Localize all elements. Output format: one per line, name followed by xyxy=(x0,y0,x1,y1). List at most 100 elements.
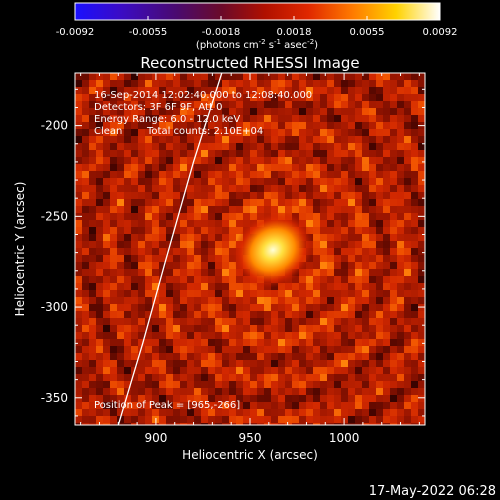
heatmap-cell xyxy=(362,87,369,94)
heatmap-cell xyxy=(166,297,173,304)
heatmap-cell xyxy=(348,290,355,297)
heatmap-cell xyxy=(334,227,341,234)
heatmap-cell xyxy=(152,157,159,164)
heatmap-cell xyxy=(187,353,194,360)
heatmap-cell xyxy=(110,269,117,276)
heatmap-cell xyxy=(131,325,138,332)
heatmap-cell xyxy=(299,192,306,199)
heatmap-cell xyxy=(138,178,145,185)
heatmap-cell xyxy=(327,318,334,325)
heatmap-cell xyxy=(278,115,285,122)
heatmap-cell xyxy=(411,402,418,409)
heatmap-cell xyxy=(306,129,313,136)
heatmap-cell xyxy=(201,73,208,80)
heatmap-cell xyxy=(124,150,131,157)
heatmap-cell xyxy=(334,409,341,416)
heatmap-cell xyxy=(187,388,194,395)
heatmap-cell xyxy=(306,136,313,143)
heatmap-cell xyxy=(285,381,292,388)
heatmap-cell xyxy=(166,94,173,101)
heatmap-cell xyxy=(383,136,390,143)
heatmap-cell xyxy=(215,318,222,325)
heatmap-cell xyxy=(404,325,411,332)
heatmap-cell xyxy=(222,283,229,290)
heatmap-cell xyxy=(187,115,194,122)
heatmap-cell xyxy=(82,73,89,80)
heatmap-cell xyxy=(355,80,362,87)
heatmap-cell xyxy=(110,192,117,199)
heatmap-cell xyxy=(159,374,166,381)
heatmap-cell xyxy=(117,339,124,346)
heatmap-cell xyxy=(75,339,82,346)
heatmap-cell xyxy=(152,325,159,332)
heatmap-cell xyxy=(299,402,306,409)
heatmap-cell xyxy=(306,115,313,122)
heatmap-cell xyxy=(271,192,278,199)
heatmap-cell xyxy=(306,367,313,374)
heatmap-cell xyxy=(271,353,278,360)
heatmap-cell xyxy=(376,381,383,388)
heatmap-cell xyxy=(334,262,341,269)
heatmap-cell xyxy=(243,367,250,374)
heatmap-cell xyxy=(89,164,96,171)
heatmap-cell xyxy=(299,150,306,157)
heatmap-cell xyxy=(243,73,250,80)
heatmap-cell xyxy=(313,73,320,80)
heatmap-cell xyxy=(313,150,320,157)
heatmap-cell xyxy=(222,122,229,129)
heatmap-cell xyxy=(313,164,320,171)
heatmap-cell xyxy=(411,325,418,332)
heatmap-cell xyxy=(278,416,285,423)
heatmap-cell xyxy=(299,353,306,360)
heatmap-cell xyxy=(152,192,159,199)
heatmap-cell xyxy=(138,325,145,332)
heatmap-cell xyxy=(278,360,285,367)
heatmap-cell xyxy=(250,164,257,171)
heatmap-cell xyxy=(159,367,166,374)
heatmap-cell xyxy=(299,416,306,423)
heatmap-cell xyxy=(187,255,194,262)
heatmap-cell xyxy=(103,248,110,255)
heatmap-cell xyxy=(292,283,299,290)
heatmap-cell xyxy=(313,206,320,213)
heatmap-cell xyxy=(96,94,103,101)
heatmap-cell xyxy=(180,304,187,311)
heatmap-cell xyxy=(138,234,145,241)
heatmap-cell xyxy=(306,360,313,367)
heatmap-cell xyxy=(138,409,145,416)
heatmap-cell xyxy=(208,185,215,192)
heatmap-cell xyxy=(124,206,131,213)
heatmap-cell xyxy=(334,395,341,402)
heatmap-cell xyxy=(110,150,117,157)
heatmap-cell xyxy=(89,304,96,311)
heatmap-cell xyxy=(362,346,369,353)
heatmap-cell xyxy=(411,80,418,87)
heatmap-cell xyxy=(124,395,131,402)
heatmap-cell xyxy=(180,381,187,388)
heatmap-cell xyxy=(166,402,173,409)
heatmap-cell xyxy=(334,416,341,423)
heatmap-cell xyxy=(180,241,187,248)
heatmap-cell xyxy=(397,115,404,122)
heatmap-cell xyxy=(124,73,131,80)
heatmap-cell xyxy=(173,409,180,416)
heatmap-cell xyxy=(334,297,341,304)
heatmap-cell xyxy=(236,171,243,178)
heatmap-cell xyxy=(159,94,166,101)
heatmap-cell xyxy=(306,150,313,157)
heatmap-cell xyxy=(355,360,362,367)
heatmap-cell xyxy=(285,108,292,115)
heatmap-cell xyxy=(75,115,82,122)
heatmap-cell xyxy=(103,185,110,192)
heatmap-cell xyxy=(229,304,236,311)
heatmap-cell xyxy=(278,129,285,136)
heatmap-cell xyxy=(124,416,131,423)
heatmap-cell xyxy=(124,346,131,353)
heatmap-cell xyxy=(124,157,131,164)
heatmap-cell xyxy=(187,409,194,416)
heatmap-cell xyxy=(103,276,110,283)
heatmap-cell xyxy=(418,311,425,318)
heatmap-cell xyxy=(278,339,285,346)
heatmap-cell xyxy=(236,129,243,136)
heatmap-cell xyxy=(369,129,376,136)
